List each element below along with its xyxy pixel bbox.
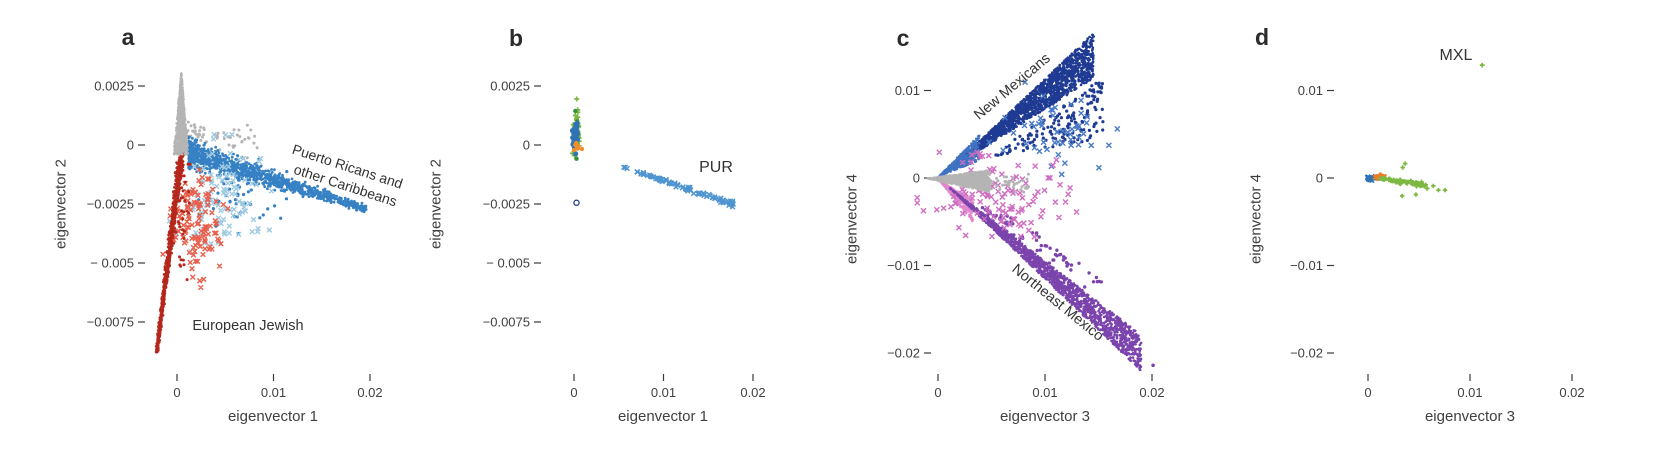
panel-a-y-axis-title: eigenvector 2 (52, 158, 70, 250)
panel-d-plot: 0 0.01 0.02 0.01 0 −0.01 −0.02 MXL (1290, 47, 1585, 400)
annotation: MXL (1440, 47, 1473, 64)
panel-d-letter: d (1254, 24, 1270, 50)
purple-outlier-dot (1151, 363, 1155, 368)
european-jewish-column (154, 149, 186, 354)
annotation: PUR (699, 159, 733, 176)
panel-a-x-axis-title: eigenvector 1 (227, 408, 319, 425)
panel-d-y-axis-title: eigenvector 4 (1247, 173, 1265, 265)
x-tick-label: 0.02 (357, 385, 382, 400)
x-tick-label: 0.02 (1139, 385, 1164, 400)
orange-dots (571, 140, 585, 153)
x-tick-label: 0 (173, 385, 180, 400)
y-tick-label: 0 (127, 138, 134, 153)
gray-comet (926, 169, 992, 193)
y-tick-label: −0.01 (887, 258, 920, 273)
annotation: European Jewish (192, 318, 303, 334)
x-tick-label: 0 (934, 385, 941, 400)
northeast-mexico-scatter (980, 205, 1103, 289)
y-tick-label: −0.0075 (87, 315, 134, 330)
panel-a: 0 0.01 0.02 0.0025 0 −0.0025− 0.005 −0.0075 Pue… (0, 0, 416, 471)
x-tick-label: 0.01 (1032, 385, 1057, 400)
x-tick-label: 0.01 (1457, 385, 1482, 400)
medium-blue-fan (938, 134, 981, 178)
y-tick-label: 0 (913, 171, 920, 186)
y-tick-label: 0 (1316, 171, 1323, 186)
green-plus-outlier (574, 96, 580, 102)
northeast-mexico-band (948, 186, 1143, 372)
mxl-green-outlier (1479, 62, 1485, 68)
new-mexicans-band (950, 33, 1095, 170)
pur-x-streak (621, 164, 736, 210)
y-tick-label: 0.0025 (94, 79, 134, 94)
y-tick-label: −0.0025 (87, 197, 134, 212)
x-tick-label: 0.02 (1559, 385, 1584, 400)
dark-green-low-dot (574, 156, 579, 161)
panel-b-plot: 0 0.01 0.02 0.0025 0 −0.0025 − 0.005 −0.0075 PUR (483, 79, 766, 401)
puerto-rican-band (187, 135, 368, 214)
new-mexicans-scatter (994, 81, 1105, 157)
y-tick-label: −0.02 (1290, 346, 1323, 361)
panel-b-x-axis-title: eigenvector 1 (617, 408, 709, 425)
y-tick-label: 0.0025 (490, 79, 530, 94)
panel-d: 0 0.01 0.02 0.01 0 −0.01 −0.02 MXL d eigenvecto… (1248, 0, 1664, 471)
panel-b: 0 0.01 0.02 0.0025 0 −0.0025 − 0.005 −0.0075 PUR… (416, 0, 832, 471)
y-tick-label: −0.0025 (483, 197, 530, 212)
panel-c-letter: c (896, 25, 910, 51)
panel-b-letter: b (508, 25, 524, 51)
gray-scatter (979, 171, 1031, 194)
x-tick-label: 0.01 (651, 385, 676, 400)
gray-right-scatter (183, 120, 259, 160)
y-tick-label: 0 (523, 138, 530, 153)
panel-b-y-axis-title: eigenvector 2 (427, 158, 445, 250)
y-tick-label: −0.01 (1290, 258, 1323, 273)
y-tick-label: − 0.005 (486, 256, 530, 271)
y-tick-label: 0.01 (895, 83, 920, 98)
x-tick-label: 0 (570, 385, 577, 400)
mxl-green-extras (1400, 161, 1448, 199)
y-tick-label: −0.02 (887, 346, 920, 361)
panel-c: 0 0.01 0.02 0.01 0 −0.01 −0.02 New Mexicans Nort… (832, 0, 1248, 471)
y-tick-label: 0.01 (1298, 83, 1323, 98)
x-tick-label: 0.02 (740, 385, 765, 400)
red-x-scatter (160, 162, 231, 291)
panel-c-y-axis-title: eigenvector 4 (843, 173, 861, 265)
x-tick-label: 0 (1364, 385, 1371, 400)
y-tick-label: −0.0075 (483, 315, 530, 330)
mxl-green-trail (1378, 175, 1428, 189)
gray-column (172, 72, 190, 156)
panel-a-letter: a (121, 24, 135, 50)
panel-d-x-axis-title: eigenvector 3 (1424, 408, 1516, 425)
x-tick-label: 0.01 (261, 385, 286, 400)
navy-open-circle (573, 199, 580, 207)
y-tick-label: − 0.005 (90, 256, 134, 271)
panel-c-x-axis-title: eigenvector 3 (999, 408, 1091, 425)
